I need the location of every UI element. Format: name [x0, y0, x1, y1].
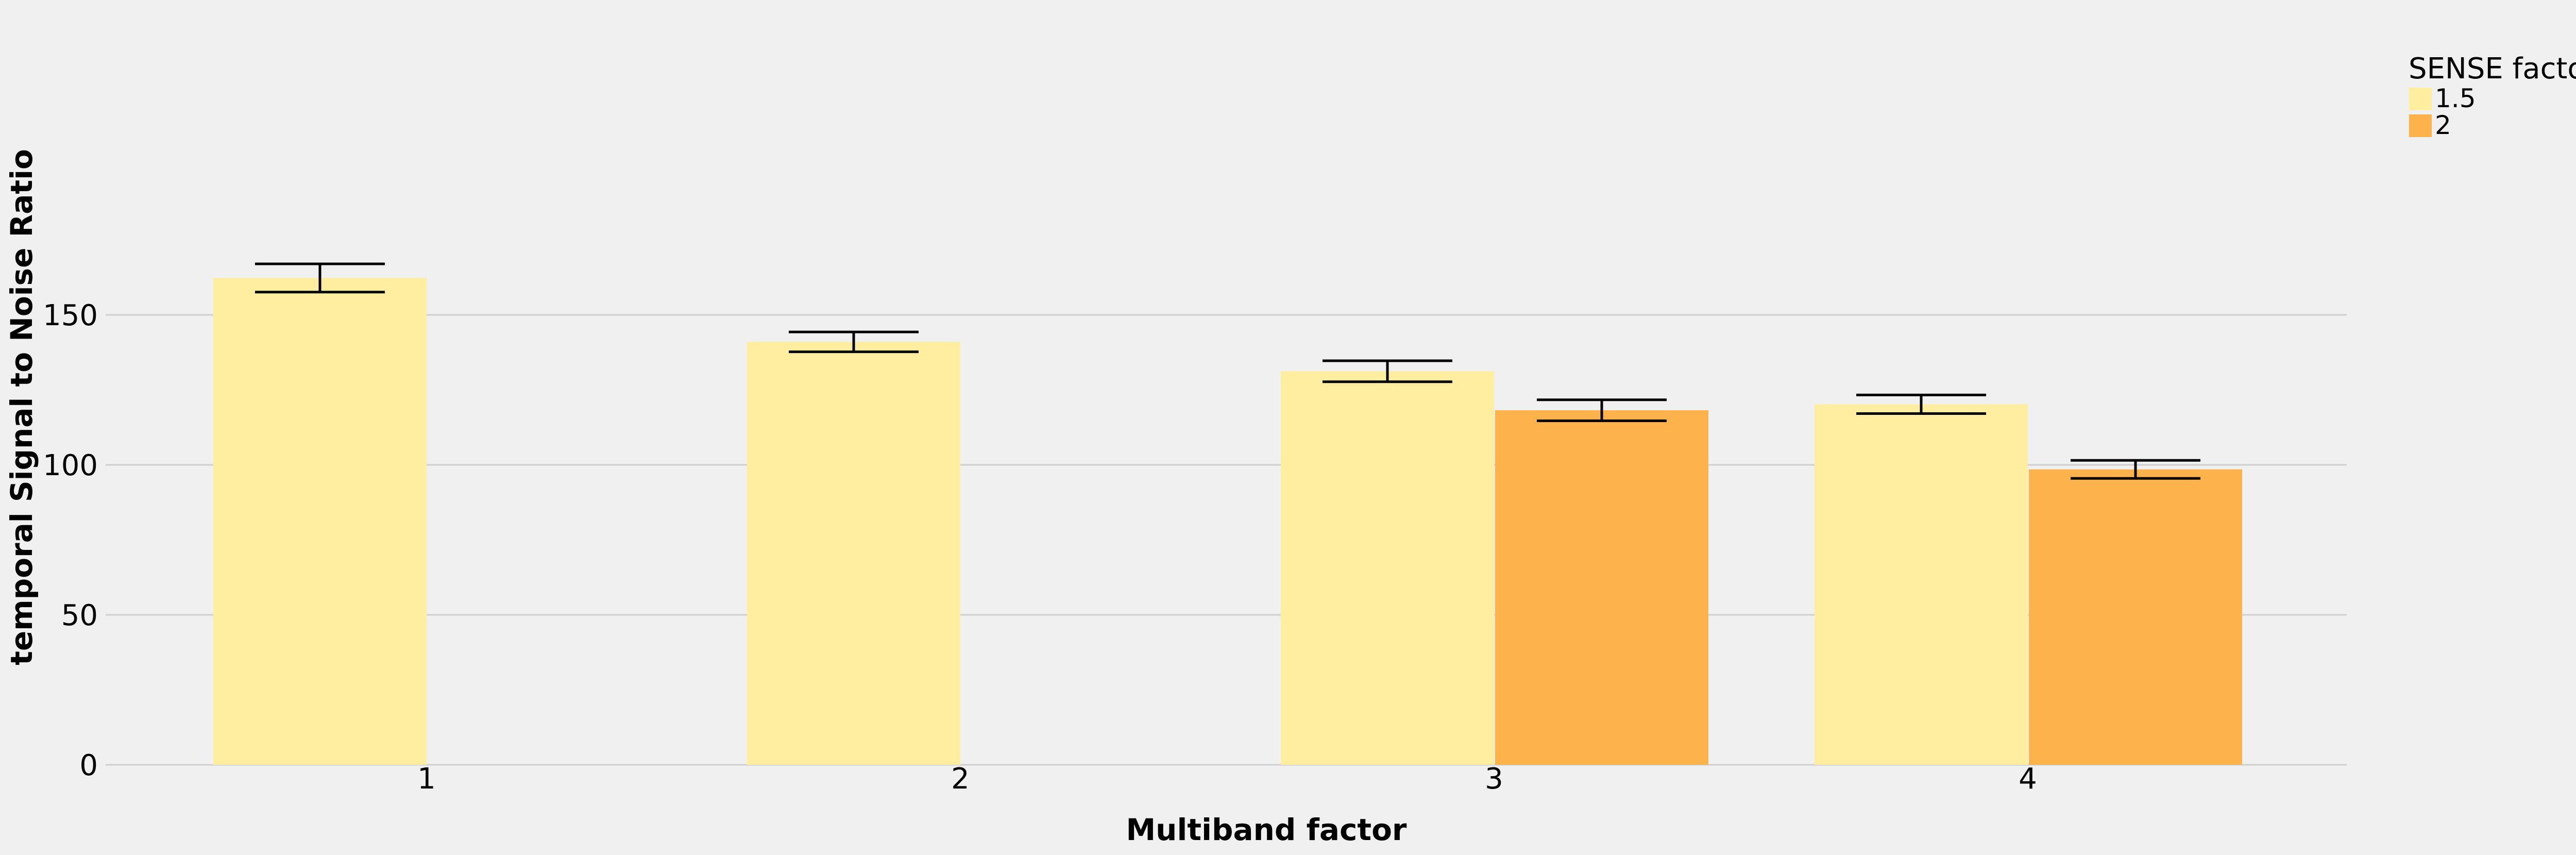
x-tick-label: 4 — [2019, 762, 2037, 796]
legend-title: SENSE factor — [2409, 52, 2576, 86]
legend-swatch — [2409, 88, 2432, 110]
bar — [1495, 410, 1708, 765]
y-tick-label: 100 — [43, 449, 98, 482]
legend: SENSE factor 1.52 — [2409, 52, 2576, 140]
error-bars — [255, 262, 2200, 480]
legend-swatch — [2409, 114, 2432, 137]
y-tick-label: 50 — [61, 599, 98, 632]
error-bar — [255, 262, 385, 294]
legend-label: 1.5 — [2435, 83, 2476, 113]
bar — [747, 342, 960, 765]
y-tick-label: 0 — [79, 749, 98, 782]
error-bar — [789, 330, 919, 354]
error-bar — [1323, 359, 1452, 383]
bar — [1815, 404, 2028, 765]
x-tick-label: 1 — [417, 762, 436, 796]
x-axis-ticks: 1 2 3 4 — [417, 762, 2037, 796]
x-axis-title: Multiband factor — [1126, 812, 1406, 847]
error-bar — [2071, 459, 2200, 480]
x-tick-label: 3 — [1485, 762, 1503, 796]
error-bar — [1537, 398, 1667, 422]
legend-label: 2 — [2435, 110, 2451, 140]
bar — [1281, 371, 1494, 765]
y-tick-label: 150 — [43, 299, 98, 332]
bar — [2029, 469, 2242, 765]
x-tick-label: 2 — [951, 762, 970, 796]
y-axis-ticks: 0 50 100 150 — [43, 299, 98, 782]
y-axis-title: temporal Signal to Noise Ratio — [4, 149, 39, 665]
bar — [213, 278, 427, 765]
bars — [213, 278, 2242, 765]
error-bar — [1856, 393, 1986, 415]
